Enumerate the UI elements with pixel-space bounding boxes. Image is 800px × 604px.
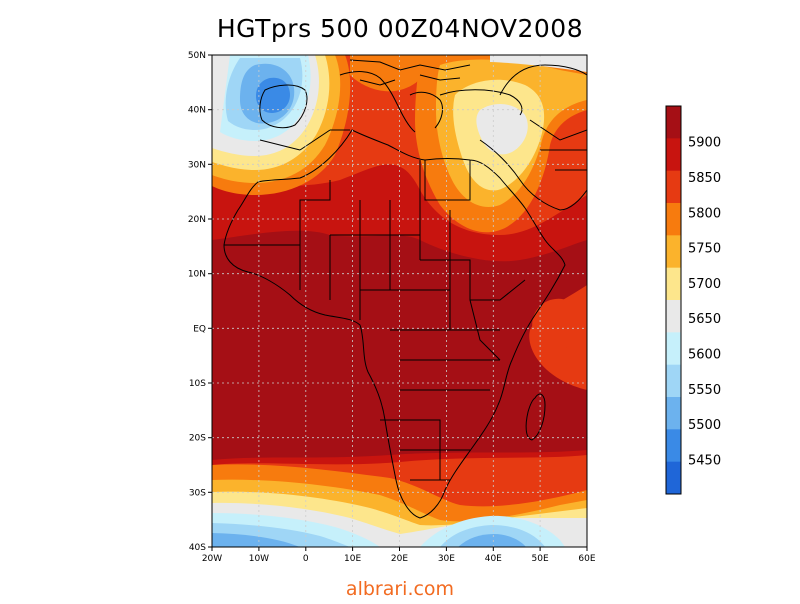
lat-label: 20N: [188, 215, 206, 225]
colorbar: 5900 5850 5800 5750 5700 5650 5600 5550 …: [665, 105, 721, 495]
colorbar-swatch: [666, 364, 681, 398]
colorbar-swatch: [666, 138, 681, 172]
lat-label: 10N: [188, 270, 206, 280]
border-north-africa: [259, 129, 471, 201]
lon-label: 0: [303, 554, 309, 564]
longitude-labels: 20W 10W 0 10E 20E 30E 40E 50E 60E: [202, 554, 596, 564]
colorbar-label: 5900: [688, 136, 721, 151]
colorbar-label: 5450: [688, 453, 721, 468]
colorbar-labels: 5900 5850 5800 5750 5700 5650 5600 5550 …: [688, 136, 721, 469]
colorbar-swatch: [666, 461, 681, 495]
colorbar-label: 5750: [688, 242, 721, 257]
border-europe: [349, 59, 471, 86]
watermark: albrari.com: [345, 578, 455, 600]
graticule: [212, 55, 587, 547]
field-5500-southwest: [212, 533, 300, 547]
latitude-labels: 50N 40N 30N 20N 10N EQ 10S 20S 30S 40S: [188, 51, 206, 553]
colorbar-label: 5800: [688, 206, 721, 221]
iberia-coastline: [259, 84, 308, 129]
colorbar-swatches: [666, 106, 681, 495]
lat-label: 40S: [189, 543, 206, 553]
lon-label: 10W: [249, 554, 269, 564]
colorbar-label: 5650: [688, 312, 721, 327]
lat-label: 40N: [188, 106, 206, 116]
italy-coastline: [339, 71, 416, 133]
border-sahel-verticals: [299, 160, 451, 330]
lon-label: 40E: [485, 554, 502, 564]
field-5650-eastern-trough: [476, 103, 528, 155]
colorbar-swatch: [666, 170, 681, 204]
field-5450-western-trough: [256, 77, 290, 113]
lon-label: 60E: [578, 554, 595, 564]
lat-label: 30N: [188, 160, 206, 170]
colorbar-label: 5700: [688, 277, 721, 292]
anatolia-coastline: [439, 89, 523, 116]
arabia-coastline: [479, 139, 587, 211]
lat-label: EQ: [193, 324, 206, 334]
border-west-africa-1: [224, 180, 331, 246]
colorbar-swatch: [666, 429, 681, 463]
colorbar-swatch: [666, 106, 681, 139]
lon-label: 10E: [344, 554, 361, 564]
lat-label: 30S: [189, 488, 206, 498]
colorbar-frame: [665, 105, 682, 495]
country-borders: [223, 59, 587, 519]
field-5650-northeast: [490, 55, 587, 72]
colorbar-swatch: [666, 300, 681, 333]
lon-label: 20W: [202, 554, 222, 564]
lat-label: 20S: [189, 434, 206, 444]
colorbar-label: 5850: [688, 171, 721, 186]
border-southern-africa: [380, 419, 470, 481]
lon-label: 30E: [438, 554, 455, 564]
colorbar-swatch: [666, 203, 681, 236]
map-title: HGTprs 500 00Z04NOV2008: [216, 14, 584, 43]
colorbar-label: 5550: [688, 383, 721, 398]
colorbar-swatch: [666, 235, 681, 269]
colorbar-swatch: [666, 397, 681, 430]
colorbar-label: 5600: [688, 348, 721, 363]
colorbar-swatch: [666, 332, 681, 366]
lat-label: 10S: [189, 379, 206, 389]
madagascar-coastline: [525, 393, 546, 441]
lon-label: 50E: [532, 554, 549, 564]
axis-ticks: [208, 54, 588, 551]
lat-label: 50N: [188, 51, 206, 61]
field-5850-east-blob: [532, 298, 580, 350]
greece-coastline: [409, 91, 443, 129]
field-5500-southeast: [458, 534, 526, 547]
colorbar-label: 5500: [688, 418, 721, 433]
lon-label: 20E: [391, 554, 408, 564]
colorbar-swatch: [666, 267, 681, 301]
border-central-horizontals: [330, 234, 500, 391]
black-sea-caspian: [499, 64, 587, 96]
border-east-africa: [420, 259, 526, 361]
